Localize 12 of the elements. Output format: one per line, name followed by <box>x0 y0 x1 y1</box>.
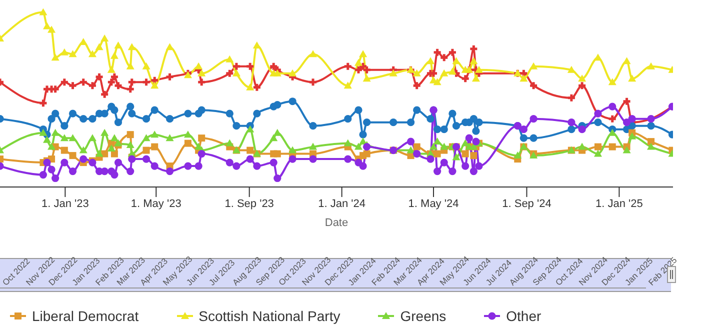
x-tick-label: 1. Jan '25 <box>596 198 643 210</box>
x-tick-label: 1. May '24 <box>408 198 459 210</box>
legend-label: Greens <box>400 308 446 324</box>
x-tick-label: 1. Sep '23 <box>224 198 274 210</box>
x-tick-label: 1. Sep '24 <box>502 198 552 210</box>
legend-label: Scottish National Party <box>198 308 340 324</box>
x-tick-label: 1. May '23 <box>130 198 182 210</box>
legend-label: Other <box>506 308 542 324</box>
legend-label: Liberal Democrat <box>32 308 139 324</box>
x-tick-label: 1. Jan '24 <box>318 198 366 210</box>
x-axis-title: Date <box>324 217 348 229</box>
x-tick-label: 1. Jan '23 <box>42 198 89 210</box>
